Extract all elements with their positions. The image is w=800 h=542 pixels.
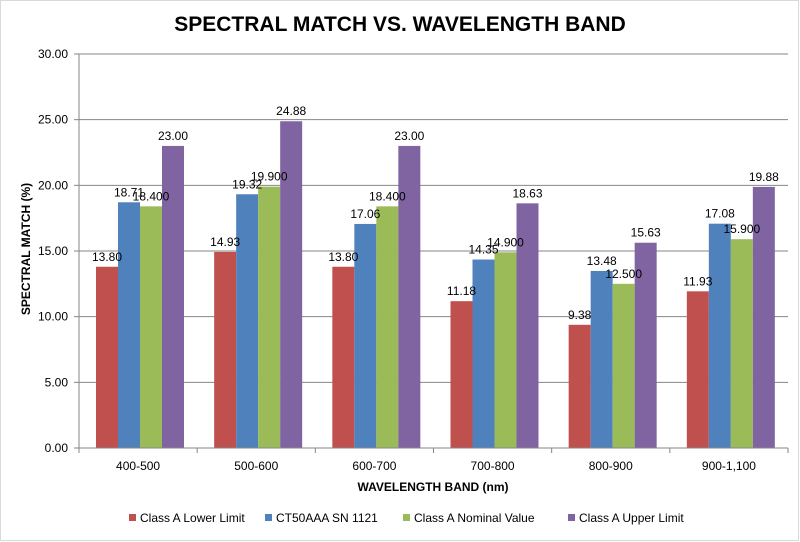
gridlines (79, 53, 788, 383)
legend-swatch (129, 514, 136, 521)
data-label: 13.80 (92, 250, 122, 264)
bar (398, 145, 421, 448)
x-tick-label: 900-1,100 (702, 459, 756, 473)
axes: 0.00 5.00 10.00 15.00 20.00 25.00 30.00 400-500… (38, 47, 789, 473)
data-label: 17.08 (705, 207, 735, 221)
legend-swatch (403, 514, 410, 521)
bar (236, 194, 259, 448)
y-tick-label: 10.00 (38, 310, 68, 324)
legend-label: Class A Lower Limit (140, 511, 245, 525)
bar (472, 259, 495, 448)
data-label: 18.400 (369, 189, 406, 203)
data-label: 13.80 (328, 250, 358, 264)
bar (494, 252, 517, 448)
data-label: 14.35 (468, 243, 498, 257)
data-label: 19.900 (251, 170, 288, 184)
x-tick-label: 600-700 (352, 459, 396, 473)
bar (280, 121, 303, 448)
data-label: 24.88 (276, 104, 306, 118)
x-tick-label: 500-600 (234, 459, 278, 473)
data-label: 14.900 (487, 235, 524, 249)
bar (590, 270, 613, 448)
data-label: 15.900 (723, 222, 760, 236)
data-label: 18.63 (512, 186, 542, 200)
legend-label: CT50AAA SN 1121 (276, 511, 378, 525)
bar (140, 206, 162, 448)
data-label: 11.18 (447, 284, 476, 298)
bar (214, 251, 237, 448)
bar (376, 206, 399, 448)
data-label: 18.71 (114, 185, 144, 199)
data-label: 23.00 (158, 129, 188, 143)
bar (634, 242, 657, 448)
bar (568, 324, 591, 448)
bar (686, 291, 709, 448)
data-label: 18.400 (133, 189, 170, 203)
legend-label: Class A Upper Limit (579, 511, 684, 525)
y-tick-label: 5.00 (45, 375, 69, 389)
data-label: 12.500 (605, 267, 642, 281)
chart-title: SPECTRAL MATCH VS. WAVELENGTH BAND (174, 13, 626, 36)
legend-swatch (568, 514, 575, 521)
bar (450, 301, 473, 448)
bar (118, 202, 140, 448)
legend-swatch (265, 514, 272, 521)
x-tick-label: 700-800 (471, 459, 515, 473)
data-label: 19.32 (232, 177, 262, 191)
bar (516, 203, 539, 448)
legend-label: Class A Nominal Value (414, 511, 535, 525)
legend: Class A Lower Limit CT50AAA SN 1121 Class … (129, 511, 684, 525)
x-axis-title: WAVELENGTH BAND (nm) (357, 480, 508, 494)
bar (354, 223, 377, 448)
bar (612, 283, 635, 448)
data-label: 14.93 (210, 235, 240, 249)
bar (162, 145, 184, 448)
x-tick-label: 800-900 (589, 459, 633, 473)
y-tick-label: 20.00 (38, 178, 68, 192)
y-axis-title: SPECTRAL MATCH (%) (19, 183, 33, 315)
bar (332, 266, 355, 448)
y-tick-label: 25.00 (38, 113, 68, 127)
bar (752, 186, 775, 448)
bar (258, 186, 281, 448)
data-label: 15.63 (631, 226, 661, 240)
bars (96, 121, 775, 448)
y-tick-label: 15.00 (38, 244, 68, 258)
y-tick-label: 0.00 (45, 441, 69, 455)
x-tick-label: 400-500 (116, 459, 160, 473)
bar (730, 239, 753, 448)
data-label: 11.93 (683, 274, 712, 288)
y-tick-label: 30.00 (38, 47, 68, 61)
data-label: 17.06 (350, 207, 380, 221)
bar (96, 266, 118, 448)
data-label: 23.00 (394, 129, 424, 143)
data-label: 13.48 (587, 254, 617, 268)
data-label: 19.88 (749, 170, 779, 184)
data-labels: 13.8018.7118.40023.0014.9319.3219.90024.… (92, 104, 779, 322)
bar (708, 223, 731, 448)
data-label: 9.38 (568, 308, 592, 322)
